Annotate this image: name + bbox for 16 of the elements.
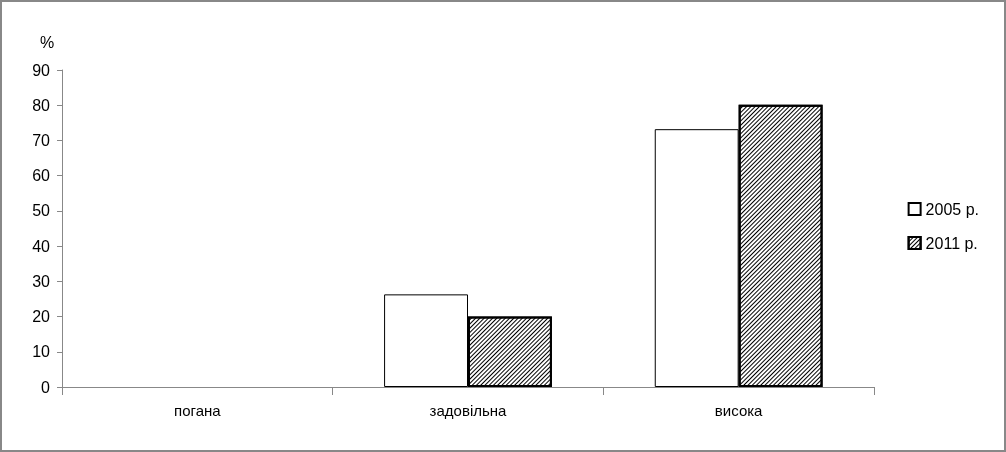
- y-tick-label: 80: [32, 96, 51, 114]
- y-tick-label: 60: [32, 167, 51, 185]
- y-tick-label: 40: [32, 237, 51, 255]
- x-tick-label: погана: [174, 402, 222, 419]
- y-tick-label: 10: [32, 343, 51, 361]
- y-tick-label: 90: [32, 61, 51, 79]
- y-tick-label: 50: [32, 202, 51, 220]
- x-tick-label: висока: [714, 402, 764, 419]
- y-axis-title: %: [39, 33, 55, 51]
- y-tick-label: 70: [32, 131, 51, 149]
- y-tick-label: 30: [32, 272, 51, 290]
- legend-label: 2011 р.: [925, 234, 978, 252]
- y-tick-label: 0: [41, 378, 51, 396]
- legend-label: 2005 р.: [925, 200, 980, 218]
- x-tick-label: задовільна: [429, 402, 508, 419]
- y-tick-label: 20: [32, 308, 51, 326]
